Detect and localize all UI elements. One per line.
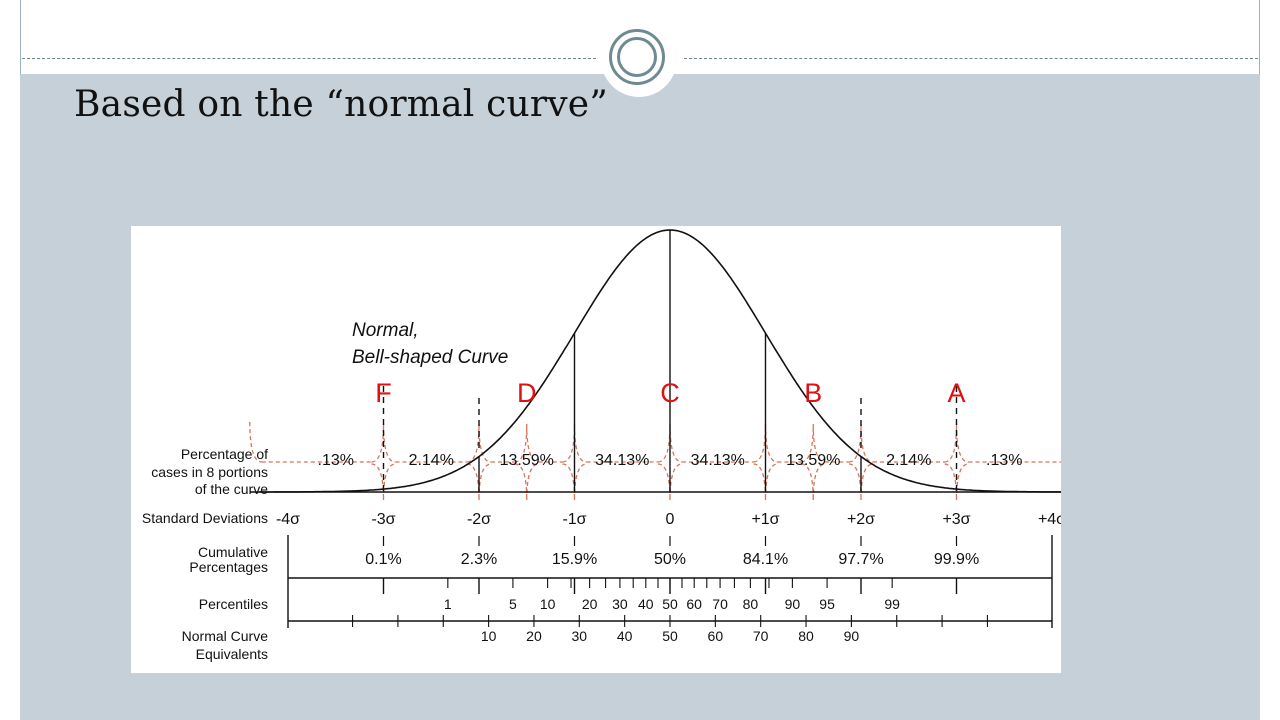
- portion-percent-label: .13%: [318, 452, 354, 469]
- portion-percent-label: 34.13%: [595, 452, 649, 469]
- row-label-cumulative: Percentages: [189, 559, 268, 575]
- percentile-label: 90: [785, 596, 801, 612]
- percentile-label: 10: [540, 596, 556, 612]
- row-label-percentage-cases: Percentage of: [181, 446, 268, 462]
- nce-label: 20: [526, 628, 542, 644]
- cumulative-label: 2.3%: [461, 551, 497, 568]
- sd-tick-label: +1σ: [751, 511, 779, 528]
- grade-bracket-cusp: [249, 421, 262, 463]
- row-label-standard-deviations: Standard Deviations: [142, 510, 268, 526]
- percentile-label: 5: [509, 596, 517, 612]
- ring-outer: [609, 29, 665, 85]
- grade-bracket-cusp: [466, 423, 492, 501]
- portion-percent-label: 13.59%: [500, 452, 554, 469]
- percentile-label: 80: [743, 596, 759, 612]
- grade-letter-b: B: [804, 378, 822, 408]
- nce-label: 80: [798, 628, 814, 644]
- cumulative-label: 15.9%: [552, 551, 597, 568]
- sd-tick-label: -2σ: [467, 511, 491, 528]
- sd-tick-label: -3σ: [371, 511, 395, 528]
- row-label-nce: Equivalents: [196, 646, 268, 662]
- grade-letter-f: F: [375, 378, 392, 408]
- curve-label-line: Normal,: [352, 320, 419, 341]
- curve-label-line: Bell-shaped Curve: [352, 347, 508, 368]
- row-label-percentiles: Percentiles: [199, 596, 268, 612]
- percentile-label: 95: [819, 596, 835, 612]
- sd-tick-label: +4σ: [1038, 511, 1061, 528]
- guide-lines: [382, 230, 958, 492]
- row-label-percentage-cases: of the curve: [195, 481, 268, 497]
- sd-tick-label: -1σ: [562, 511, 586, 528]
- grade-brackets: [249, 421, 1061, 501]
- nce-label: 40: [617, 628, 633, 644]
- grade-bracket-cusp: [753, 423, 778, 501]
- nce-label: 60: [708, 628, 724, 644]
- cumulative-label: 97.7%: [838, 551, 883, 568]
- nce-label: 10: [481, 628, 497, 644]
- percentile-label: 70: [712, 596, 728, 612]
- sd-tick-label: +3σ: [942, 511, 970, 528]
- nce-label: 70: [753, 628, 769, 644]
- percentile-label: 20: [582, 596, 598, 612]
- percentile-label: 1: [444, 596, 452, 612]
- percentile-label: 30: [612, 596, 628, 612]
- grade-letter-c: C: [660, 378, 680, 408]
- ring-ornament-icon: [601, 21, 677, 97]
- percentile-label: 40: [638, 596, 654, 612]
- grade-bracket-cusp: [371, 423, 396, 501]
- row-label-cumulative: Cumulative: [198, 544, 268, 560]
- header-divider-right: [684, 58, 1258, 59]
- cumulative-label: 99.9%: [934, 551, 979, 568]
- percentile-label: 50: [662, 596, 678, 612]
- nce-label: 90: [844, 628, 860, 644]
- sd-tick-label: 0: [666, 511, 675, 528]
- row-label-percentage-cases: cases in 8 portions: [151, 464, 268, 480]
- axes-group: [287, 535, 1053, 628]
- portion-percent-label: 2.14%: [886, 452, 931, 469]
- cumulative-label: 84.1%: [743, 551, 788, 568]
- percentile-label: 60: [686, 596, 702, 612]
- cumulative-label: 50%: [654, 551, 686, 568]
- grade-letter-d: D: [517, 378, 537, 408]
- grade-bracket-cusp: [848, 423, 874, 501]
- grade-bracket-cusp: [657, 423, 683, 501]
- ring-inner: [617, 37, 657, 77]
- sd-tick-label: -4σ: [276, 511, 300, 528]
- percentile-label: 99: [884, 596, 900, 612]
- grade-bracket-cusp: [944, 423, 969, 501]
- portion-percent-label: 34.13%: [691, 452, 745, 469]
- header-divider-left: [22, 58, 596, 59]
- portion-percent-label: 13.59%: [786, 452, 840, 469]
- portion-percent-label: 2.14%: [409, 452, 454, 469]
- grade-bracket-cusp: [562, 423, 587, 501]
- row-label-nce: Normal Curve: [182, 628, 269, 644]
- normal-curve-line: [249, 229, 1061, 493]
- grade-bracket-cusp: [801, 423, 826, 501]
- slide-title: Based on the “normal curve”: [74, 84, 608, 125]
- nce-label: 50: [662, 628, 678, 644]
- grade-letter-a: A: [947, 378, 965, 408]
- portion-percent-label: .13%: [986, 452, 1022, 469]
- grade-bracket-cusp: [514, 423, 539, 501]
- normal-curve-figure: F D C B A Normal, Bell-shaped Curve .13% 2.14% 13…: [131, 226, 1061, 673]
- curve-group: [249, 229, 1061, 493]
- cumulative-label: 0.1%: [365, 551, 401, 568]
- nce-label: 30: [572, 628, 588, 644]
- sd-tick-label: +2σ: [847, 511, 875, 528]
